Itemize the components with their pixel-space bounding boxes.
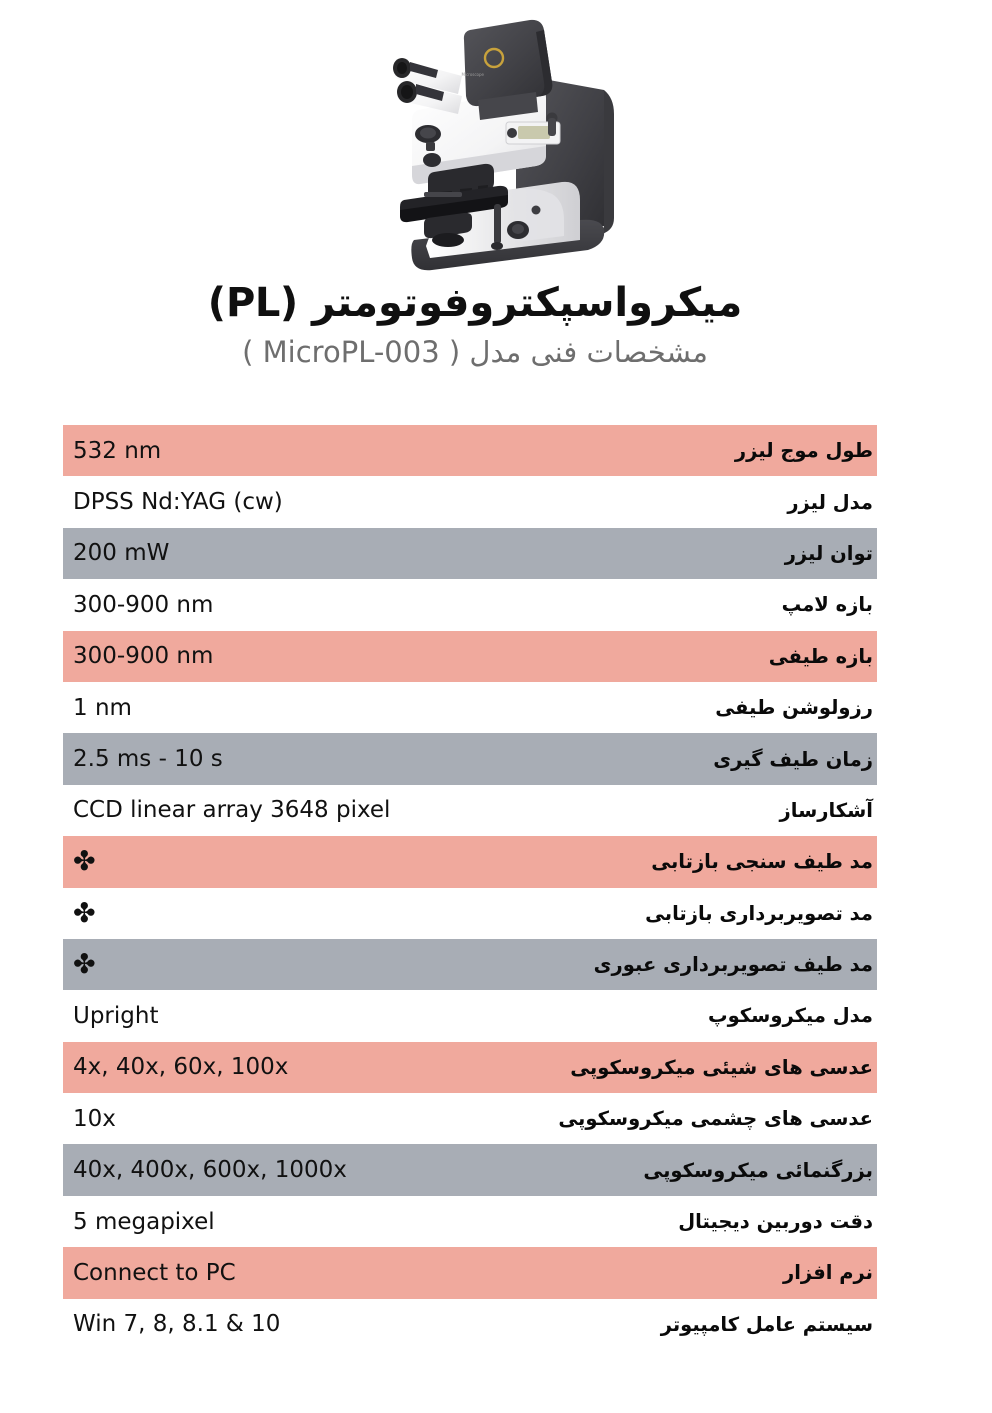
spec-value: Upright: [73, 1002, 159, 1029]
spec-label: عدسی های چشمی میکروسکوپی: [558, 1107, 873, 1131]
spec-label: بازه طیفی: [768, 644, 873, 668]
spec-label: بازه لامپ: [781, 593, 873, 617]
spec-label: طول موج لیزر: [734, 439, 873, 463]
spec-value: Win 7, 8, 8.1 & 10: [73, 1311, 281, 1338]
spec-label: رزولوشن طیفی: [715, 696, 873, 720]
table-row: بازه لامپ 300-900 nm: [63, 579, 877, 631]
product-image: Microscope: [0, 0, 992, 282]
table-row: نرم افزار Connect to PC: [63, 1247, 877, 1299]
table-row: سیستم عامل کامپیوتر Win 7, 8, 8.1 & 10: [63, 1298, 877, 1351]
spec-value: CCD linear array 3648 pixel: [73, 797, 391, 824]
spec-value: DPSS Nd:YAG (cw): [73, 489, 283, 516]
spec-value: 2.5 ms - 10 s: [73, 746, 223, 773]
spec-value: 300-900 nm: [73, 643, 214, 670]
spec-value: 300-900 nm: [73, 591, 214, 618]
spec-label: آشکارساز: [779, 798, 873, 822]
table-row: دقت دوربین دیجیتال 5 megapixel: [63, 1195, 877, 1248]
spec-value: 10x: [73, 1105, 116, 1132]
supported-mark-icon: ✤: [73, 949, 96, 981]
spec-label: مدل لیزر: [787, 490, 873, 514]
spec-label: مد طیف سنجی بازتابی: [651, 850, 873, 874]
table-row: بازه طیفی 300-900 nm: [63, 630, 877, 682]
table-row: زمان طیف گیری 2.5 ms - 10 s: [63, 733, 877, 785]
spec-value: 40x, 400x, 600x, 1000x: [73, 1157, 347, 1184]
spec-label: عدسی های شیئی میکروسکوپی: [570, 1055, 873, 1079]
page-title: میکرواسپکتروفوتومتر (PL): [207, 280, 743, 326]
spec-label: مد تصویربرداری بازتابی: [645, 901, 873, 925]
table-row: مد طیف تصویربرداری عبوری ✤: [63, 938, 877, 991]
spec-label: مد طیف تصویربرداری عبوری: [593, 953, 873, 977]
table-row: عدسی های چشمی میکروسکوپی 10x: [63, 1093, 877, 1145]
spec-label: مدل میکروسکوپ: [707, 1004, 873, 1028]
supported-mark-icon: ✤: [73, 846, 96, 878]
spec-label: سیستم عامل کامپیوتر: [660, 1312, 873, 1336]
supported-mark-icon: ✤: [73, 897, 96, 929]
spec-label: توان لیزر: [784, 541, 873, 565]
table-row: مد طیف سنجی بازتابی ✤: [63, 836, 877, 888]
spec-label: دقت دوربین دیجیتال: [678, 1210, 873, 1234]
spec-value: 200 mW: [73, 540, 170, 567]
spec-label: نرم افزار: [782, 1261, 873, 1285]
table-row: طول موج لیزر 532 nm: [63, 425, 877, 477]
table-row: مدل میکروسکوپ Upright: [63, 990, 877, 1042]
spec-value: 4x, 40x, 60x, 100x: [73, 1054, 289, 1081]
header: میکرواسپکتروفوتومتر (PL) مشخصات فنی مدل …: [60, 278, 890, 374]
microscope-illustration: Microscope: [366, 14, 626, 282]
table-row: عدسی های شیئی میکروسکوپی 4x, 40x, 60x, 10…: [63, 1041, 877, 1094]
page-subtitle: مشخصات فنی مدل ( MicroPL-003 ): [242, 335, 708, 369]
table-row: توان لیزر 200 mW: [63, 527, 877, 580]
table-row: مد تصویربرداری بازتابی ✤: [63, 887, 877, 939]
spec-value: Connect to PC: [73, 1259, 236, 1286]
spec-value: 1 nm: [73, 694, 132, 721]
svg-text:Microscope: Microscope: [462, 72, 485, 77]
table-row: آشکارساز CCD linear array 3648 pixel: [63, 784, 877, 837]
spec-value: 5 megapixel: [73, 1208, 215, 1235]
table-row: رزولوشن طیفی 1 nm: [63, 681, 877, 734]
spec-label: بزرگنمائی میکروسکوپی: [643, 1158, 873, 1182]
spec-table: طول موج لیزر 532 nm مدل لیزر DPSS Nd:YAG (c…: [63, 425, 877, 1351]
table-row: مدل لیزر DPSS Nd:YAG (cw): [63, 476, 877, 528]
table-row: بزرگنمائی میکروسکوپی 40x, 400x, 600x, 100…: [63, 1144, 877, 1196]
spec-label: زمان طیف گیری: [713, 747, 873, 771]
microscope-icon: Microscope: [393, 19, 614, 271]
spec-value: 532 nm: [73, 437, 162, 464]
